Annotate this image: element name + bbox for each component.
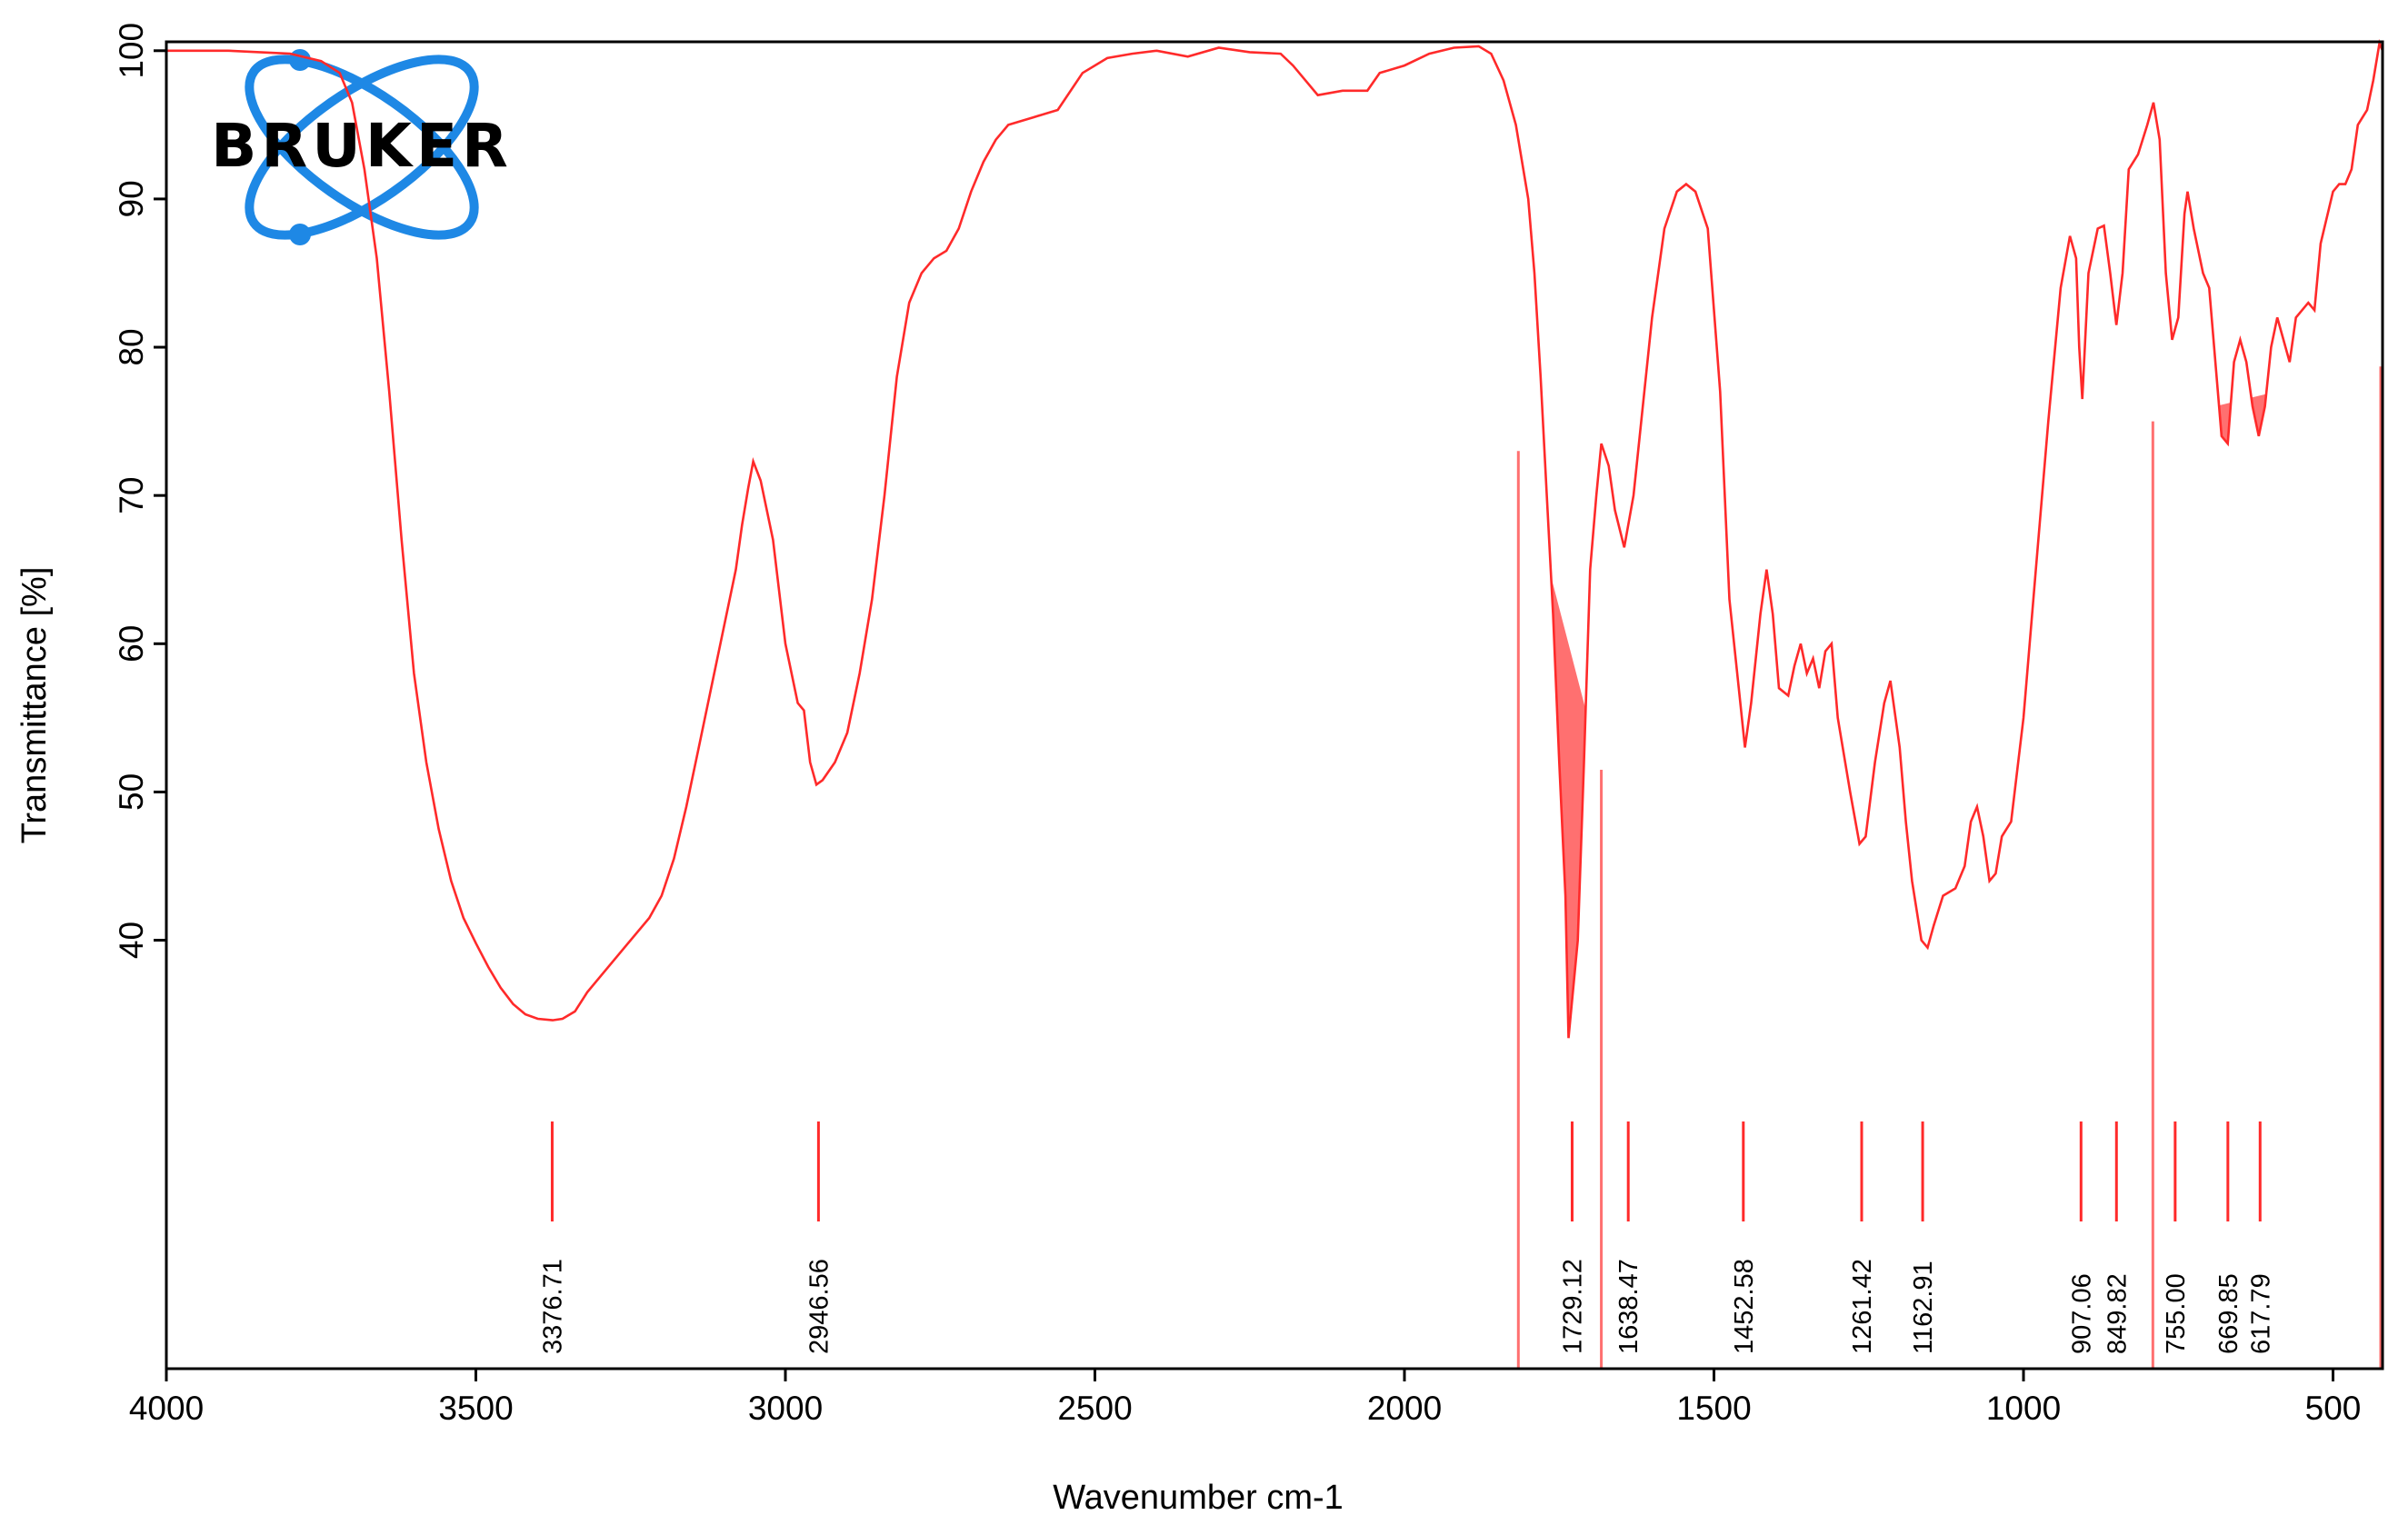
integration-fill xyxy=(2153,366,2381,1039)
x-tick-label: 1500 xyxy=(1676,1390,1751,1427)
x-tick-label: 2000 xyxy=(1367,1390,1442,1427)
x-tick-label: 1000 xyxy=(1986,1390,2061,1427)
x-tick-label: 500 xyxy=(2305,1390,2362,1427)
peak-label: 617.79 xyxy=(2246,1273,2275,1354)
peak-label: 1452.58 xyxy=(1730,1259,1759,1354)
logo-orbit xyxy=(245,55,479,240)
peak-label: 755.00 xyxy=(2162,1273,2191,1354)
y-tick-label: 80 xyxy=(113,328,150,365)
logo-dot xyxy=(289,49,311,71)
y-tick-label: 90 xyxy=(113,180,150,217)
bruker-logo: BRUKER xyxy=(211,49,513,245)
spectrum-line xyxy=(166,38,2384,1039)
peak-label: 1729.12 xyxy=(1558,1259,1587,1354)
logo-text: BRUKER xyxy=(211,111,513,181)
plot-area: 3376.71 2946.56 1729.12 1638.47 1452.58 1261.… xyxy=(113,23,2384,1427)
logo-dot xyxy=(289,224,311,245)
peak-label: 1261.42 xyxy=(1848,1259,1877,1354)
x-tick-label: 3500 xyxy=(438,1390,513,1427)
y-axis-label: Transmittance [%] xyxy=(15,567,54,844)
integration-fill xyxy=(1518,451,1602,1039)
logo-orbit xyxy=(245,55,479,240)
y-tick-label: 100 xyxy=(113,23,150,79)
y-tick-label: 40 xyxy=(113,922,150,959)
x-tick-label: 2500 xyxy=(1057,1390,1132,1427)
x-tick-label: 3000 xyxy=(748,1390,823,1427)
peak-label: 3376.71 xyxy=(538,1259,567,1354)
peak-label: 1638.47 xyxy=(1614,1259,1644,1354)
peak-label: 907.06 xyxy=(2067,1273,2096,1354)
peak-label: 1162.91 xyxy=(1909,1261,1938,1354)
y-tick-label: 60 xyxy=(113,625,150,663)
peak-label: 849.82 xyxy=(2103,1273,2132,1354)
x-axis-label: Wavenumber cm-1 xyxy=(1053,1479,1344,1517)
plot-frame xyxy=(165,40,2384,1371)
y-tick-label: 50 xyxy=(113,773,150,811)
peak-label: 669.85 xyxy=(2214,1273,2243,1354)
y-tick-label: 70 xyxy=(113,477,150,514)
peak-label: 2946.56 xyxy=(804,1259,834,1354)
x-tick-label: 4000 xyxy=(129,1390,204,1427)
